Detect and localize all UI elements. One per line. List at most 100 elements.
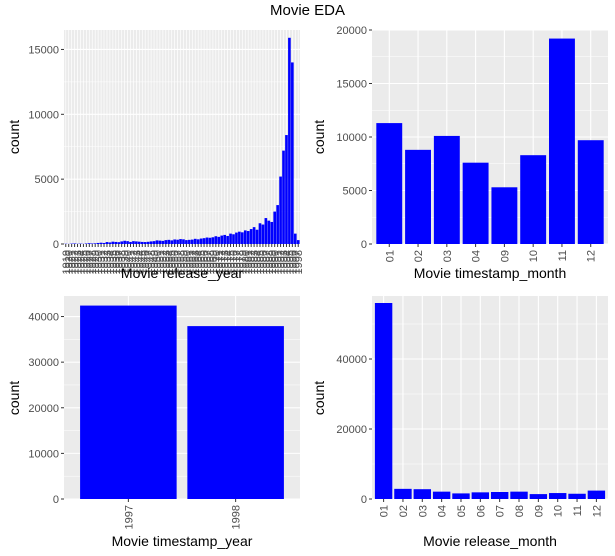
bar-1982 [249, 229, 253, 244]
chart-timestamp-month: 0 5000 10000 15000 20000 01 02 03 04 09 10 11 12 co… [311, 25, 608, 281]
x-tick-label: 1976 [228, 250, 240, 274]
x-tick-label: 1971 [214, 250, 226, 274]
bar-1945 [140, 241, 144, 244]
bar-1970 [214, 236, 218, 244]
x-tick-label: 1923 [73, 250, 85, 274]
bar-1930 [96, 242, 100, 244]
x-tick-label: 02 [413, 250, 425, 262]
x-tick-label: 07 [495, 505, 507, 517]
x-tick-label: 1975 [226, 250, 238, 274]
bar-1975 [229, 233, 232, 244]
x-tick-label: 06 [475, 505, 487, 517]
x-tick-label: 11 [557, 250, 569, 261]
bar-1990 [273, 211, 277, 244]
bar-1947 [146, 241, 150, 244]
bar-1969 [211, 237, 215, 244]
x-tick-label: 1995 [284, 250, 296, 274]
y-axis: 0 20000 40000 [336, 354, 372, 506]
bar-06 [471, 492, 490, 499]
bar-1966 [202, 238, 206, 244]
bar-11 [549, 38, 575, 244]
bar-09 [491, 187, 518, 244]
x-tick-label: 09 [533, 505, 545, 517]
x-tick-label: 1953 [161, 250, 173, 274]
bar-1981 [246, 231, 250, 244]
y-tick-label: 0 [361, 239, 367, 251]
x-tick-label: 1954 [164, 250, 176, 274]
x-tick-label: 1947 [143, 250, 155, 274]
x-tick-label: 1964 [193, 250, 205, 274]
y-tick-label: 5000 [343, 186, 367, 198]
bar-1992 [279, 176, 282, 244]
bar-1937 [117, 242, 121, 244]
bar-1959 [182, 239, 185, 244]
y-tick-label: 5000 [35, 174, 59, 186]
x-tick-label: 1983 [249, 250, 261, 274]
plot-background [372, 296, 608, 499]
bar-1943 [135, 241, 138, 244]
chart-release-month: 0 20000 40000 01 02 03 04 05 06 07 08 09 10 11 12 cou… [311, 296, 608, 549]
x-tick-label: 1998 [231, 505, 243, 529]
x-tick-label: 11 [572, 505, 584, 516]
plot-background [64, 30, 300, 244]
x-tick-label: 1944 [134, 250, 146, 274]
bar-03 [433, 135, 460, 244]
x-tick-label: 12 [591, 505, 603, 517]
x-tick-label: 1933 [102, 250, 114, 274]
y-tick-label: 20000 [336, 25, 367, 37]
bar-08 [510, 491, 528, 499]
bar-1980 [243, 230, 247, 244]
bar-1967 [205, 237, 209, 244]
bar-1961 [188, 239, 191, 244]
x-tick-label: 1950 [152, 250, 164, 274]
x-tick-label: 1943 [131, 250, 143, 274]
bar-1968 [208, 237, 212, 244]
figure-title: Movie EDA [269, 2, 346, 19]
bar-1979 [241, 232, 244, 244]
x-tick-label: 1965 [196, 250, 208, 274]
x-tick-label: 1993 [279, 250, 291, 274]
x-tick-label: 1934 [105, 250, 117, 274]
x-tick-label: 1998 [293, 250, 305, 274]
x-tick-label: 1919 [61, 250, 73, 274]
x-tick-label: 1938 [117, 250, 129, 274]
x-tick-label: 1935 [108, 250, 120, 274]
x-tick-label: 1936 [111, 250, 123, 274]
x-tick-label: 1982 [246, 250, 258, 274]
y-axis-title: count [311, 381, 327, 415]
bar-1996 [291, 62, 294, 245]
bar-1991 [276, 205, 279, 244]
bar-1976 [232, 234, 235, 244]
bar-1938 [120, 241, 123, 244]
y-tick-label: 30000 [28, 357, 59, 369]
y-tick-label: 20000 [28, 403, 59, 415]
x-tick-label: 01 [384, 250, 396, 262]
bar-1929 [93, 243, 97, 244]
bar-1998 [296, 240, 300, 244]
y-axis: 0 5000 10000 15000 20000 [336, 25, 372, 251]
bar-1952 [161, 240, 165, 244]
x-tick-label: 05 [456, 505, 468, 517]
bar-1987 [264, 218, 268, 244]
x-tick-label: 1985 [255, 250, 267, 274]
y-tick-label: 10000 [336, 132, 367, 144]
bar-1997 [80, 305, 177, 499]
bar-1977 [235, 232, 238, 244]
x-tick-label: 1996 [287, 250, 299, 274]
x-tick-label: 1988 [264, 250, 276, 274]
bar-1956 [173, 239, 176, 244]
x-tick-label: 1942 [128, 250, 140, 274]
x-tick-label: 1931 [96, 250, 108, 274]
y-tick-label: 10000 [28, 448, 59, 460]
bar-1964 [196, 239, 200, 244]
x-tick-label: 1928 [87, 250, 99, 274]
y-axis: 0 5000 10000 15000 [28, 44, 64, 251]
y-tick-label: 40000 [28, 312, 59, 324]
x-tick-label: 1959 [178, 250, 190, 274]
y-tick-label: 15000 [28, 44, 59, 56]
bar-1950 [155, 240, 159, 244]
x-tick-label: 1921 [67, 250, 79, 274]
x-tick-label: 1924 [75, 250, 87, 274]
x-tick-label: 1987 [261, 250, 273, 274]
x-tick-label: 1986 [258, 250, 270, 274]
